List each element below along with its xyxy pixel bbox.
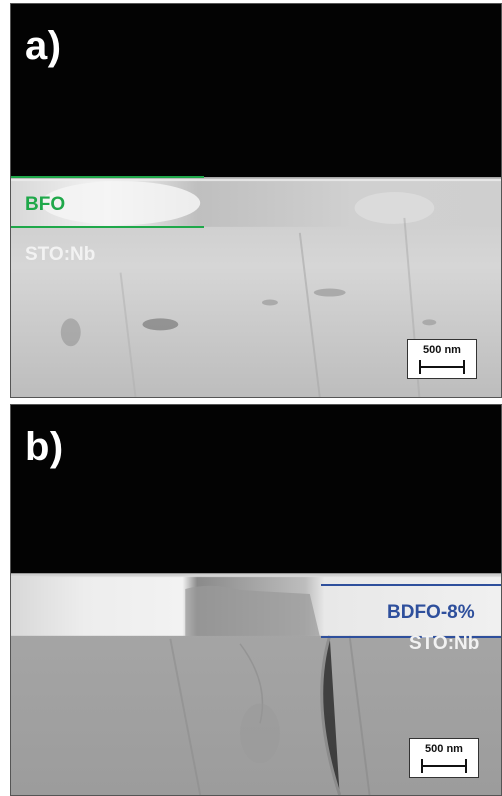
substrate-label-a: STO:Nb <box>25 244 96 265</box>
scale-bar-a: 500 nm <box>407 339 477 379</box>
film-label-bdfo: BDFO-8% <box>387 602 475 623</box>
scale-bar-b: 500 nm <box>409 738 479 778</box>
panel-label-a: a) <box>25 24 62 68</box>
micrograph-panel-a: a) BFO STO:Nb 500 nm <box>10 3 502 398</box>
bdfo-bottom-line <box>321 636 501 638</box>
bdfo-top-line <box>321 584 501 586</box>
scale-bar-label-a: 500 nm <box>423 344 461 356</box>
substrate-label-b: STO:Nb <box>409 633 480 654</box>
film-label-bfo: BFO <box>25 194 66 215</box>
sem-image-a <box>11 4 501 397</box>
scale-bar-label-b: 500 nm <box>425 743 463 755</box>
sem-image-b <box>11 405 501 795</box>
micrograph-panel-b: b) BDFO-8% STO:Nb 500 nm <box>10 404 502 796</box>
bfo-top-line <box>11 176 204 178</box>
bfo-bottom-line <box>11 226 204 228</box>
panel-label-b: b) <box>25 425 64 469</box>
